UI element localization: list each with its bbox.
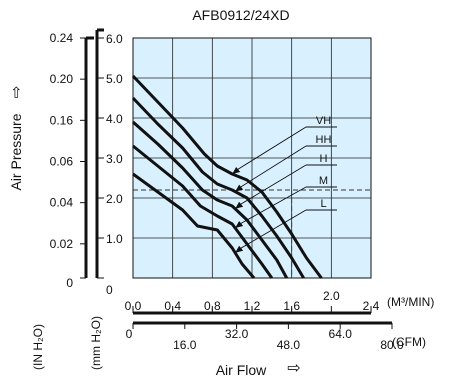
curve-vh	[131, 74, 323, 279]
in-tick-label: 0	[66, 276, 73, 290]
m3-tick-label: 0.0	[125, 299, 142, 313]
legend-leader-m	[237, 186, 307, 226]
in-tick-label: 0.16	[50, 113, 74, 127]
legend-arrowhead-vh	[232, 167, 241, 174]
curve-l	[132, 172, 256, 279]
legend-leader-vh	[234, 126, 307, 172]
m3-tick-label: 0.8	[204, 299, 221, 313]
in-tick-label: 0.20	[50, 72, 74, 86]
m3-unit: (M³/MIN)	[387, 295, 434, 309]
legend-label-vh: VH	[316, 115, 331, 127]
y-axis-arrow: ⇨	[8, 86, 25, 99]
legend-label-l: L	[320, 198, 326, 210]
in-tick-label: 0.06	[50, 155, 74, 169]
m3-tick-label: 0.4	[164, 299, 181, 313]
legend-arrowhead-m	[235, 221, 244, 228]
legend-arrowhead-l	[235, 245, 244, 253]
grid-lines	[133, 38, 371, 278]
mm-tick-label: 2.0	[106, 192, 123, 206]
legend-leader-hh	[237, 145, 307, 189]
mm-unit: (mm H₂O)	[89, 316, 103, 370]
legend-label-h: H	[320, 153, 328, 165]
legend-arrowhead-hh	[235, 184, 244, 192]
x-axis-arrow: ⇨	[287, 360, 300, 377]
mm-tick-label: 6.0	[106, 32, 123, 46]
cfm-tick-label: 0	[126, 327, 133, 341]
m3-tick-label: 2.4	[363, 299, 380, 313]
curve-m	[132, 144, 274, 279]
cfm-tick-label: 32.0	[225, 327, 249, 341]
mm-axis-ticks: 6.0 5.0 4.0 3.0 2.0 1.0 0	[97, 32, 123, 297]
m3-tick-label: 1.2	[244, 299, 261, 313]
cfm-tick-label: 16.0	[173, 338, 197, 352]
cfm-unit: (CFM)	[392, 335, 426, 349]
legend-label-hh: HH	[316, 134, 332, 146]
in-axis-ticks: 0.24 0.20 0.16 0.06 0.04 0.02 0	[50, 31, 86, 290]
mm-tick-label: 1.0	[106, 232, 123, 246]
mm-tick-label: 0	[106, 283, 113, 297]
in-tick-label: 0.24	[50, 31, 74, 45]
in-tick-label: 0.02	[50, 237, 74, 251]
m3-tick-label: 1.6	[283, 299, 300, 313]
mm-tick-label: 3.0	[106, 152, 123, 166]
in-unit: (IN H₂O)	[31, 324, 45, 370]
in-tick-label: 0.04	[50, 196, 74, 210]
curve-h	[132, 120, 289, 279]
cfm-tick-label: 80.0	[380, 338, 404, 352]
y-axis-title: Air Pressure	[8, 113, 24, 190]
m3-axis-ticks: 0.0 0.4 0.8 1.2 1.6 2.0 2.4	[125, 289, 380, 313]
legend-leader-h	[237, 164, 307, 207]
legend-label-m: M	[319, 175, 328, 187]
legend-leader-l	[237, 209, 307, 251]
legend-arrowhead-h	[235, 201, 244, 209]
mm-tick-label: 4.0	[106, 112, 123, 126]
mm-tick-label: 5.0	[106, 72, 123, 86]
cfm-tick-label: 64.0	[329, 327, 353, 341]
chart-title: AFB0912/24XD	[192, 7, 289, 23]
cfm-tick-label: 48.0	[277, 338, 301, 352]
m3-tick-label: 2.0	[323, 289, 340, 303]
x-axis-title: Air Flow	[216, 362, 267, 378]
curves	[131, 74, 323, 279]
curve-hh	[131, 96, 305, 279]
cfm-axis-ticks: 0 16.0 32.0 48.0 64.0 80.0	[126, 323, 404, 352]
